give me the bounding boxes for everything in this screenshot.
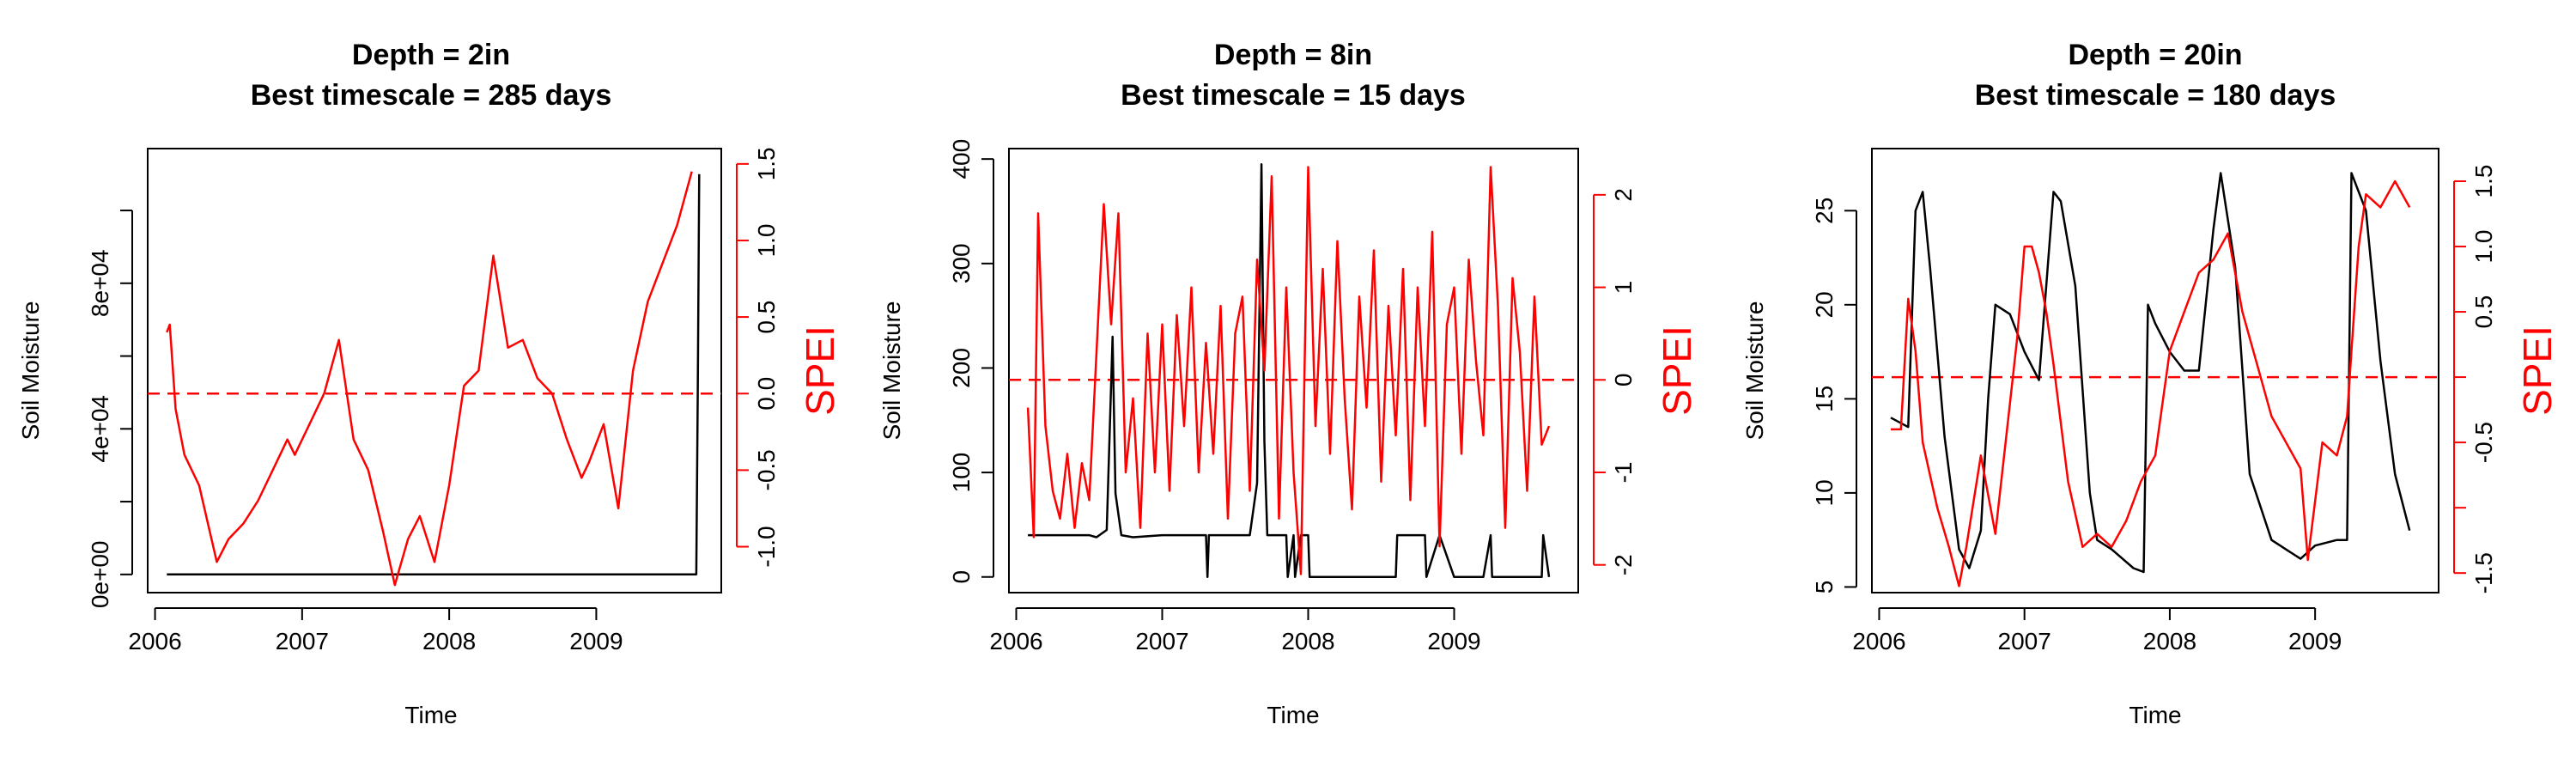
y-tick-label: 5 bbox=[1811, 581, 1838, 594]
spei-series-line bbox=[1026, 166, 1551, 575]
y2-tick-label: -1 bbox=[1610, 462, 1637, 484]
x-tick-label: 2008 bbox=[422, 628, 476, 654]
chart-panel-1: Depth = 2in Best timescale = 285 days 2006… bbox=[17, 39, 842, 728]
y2-tick-label: -0.5 bbox=[2470, 422, 2497, 463]
y-tick-label: 200 bbox=[948, 348, 975, 388]
y-tick-label: 8e+04 bbox=[87, 249, 113, 317]
soil-moisture-series-line bbox=[1890, 172, 2411, 574]
x-axis-label: Time bbox=[404, 702, 457, 728]
soil-moisture-series-line bbox=[167, 173, 701, 576]
chart-panel-2: Depth = 8in Best timescale = 15 days 2006 2… bbox=[878, 39, 1699, 728]
y2-tick-label: 1.0 bbox=[2470, 230, 2497, 264]
y-tick-label: 10 bbox=[1811, 479, 1838, 506]
y-tick-label: 20 bbox=[1811, 291, 1838, 318]
x-tick-label: 2007 bbox=[276, 628, 329, 654]
y-axis-label: Soil Moisture bbox=[1741, 301, 1768, 441]
y2-axis-label: SPEI bbox=[2515, 326, 2560, 416]
y2-axis-label: SPEI bbox=[798, 326, 842, 416]
y-tick-label: 0e+00 bbox=[87, 540, 113, 608]
y2-tick-label: 0.0 bbox=[753, 377, 780, 411]
chart-subtitle: Best timescale = 180 days bbox=[1975, 79, 2336, 112]
plot-frame bbox=[1871, 148, 2439, 593]
x-tick-label: 2008 bbox=[1281, 628, 1334, 654]
y-tick-label: 0 bbox=[948, 570, 975, 584]
plot-frame bbox=[147, 148, 722, 593]
chart-subtitle: Best timescale = 15 days bbox=[1121, 79, 1466, 112]
y2-tick-label: -2 bbox=[1610, 554, 1637, 575]
soil-moisture-series-line bbox=[1028, 162, 1551, 579]
y-axis-label: Soil Moisture bbox=[878, 301, 905, 441]
y2-tick-label: 1.5 bbox=[2470, 165, 2497, 198]
x-tick-label: 2006 bbox=[989, 628, 1042, 654]
y2-tick-label: -1.5 bbox=[2470, 552, 2497, 593]
y-tick-label: 100 bbox=[948, 453, 975, 493]
x-tick-label: 2009 bbox=[569, 628, 623, 654]
x-tick-label: 2007 bbox=[1135, 628, 1188, 654]
y-tick-label: 4e+04 bbox=[87, 395, 113, 463]
x-tick-label: 2006 bbox=[1852, 628, 1905, 654]
y2-tick-label: 1.0 bbox=[753, 223, 780, 257]
x-axis-label: Time bbox=[1267, 702, 1319, 728]
chart-title: Depth = 8in bbox=[1214, 39, 1372, 71]
x-tick-label: 2006 bbox=[128, 628, 181, 654]
y2-tick-label: -0.5 bbox=[753, 449, 780, 490]
spei-series-line bbox=[166, 171, 693, 587]
x-axis-label: Time bbox=[2129, 702, 2181, 728]
y-tick-label: 300 bbox=[948, 243, 975, 283]
y-tick-label: 15 bbox=[1811, 386, 1838, 412]
chart-title: Depth = 20in bbox=[2068, 39, 2242, 71]
chart-title: Depth = 2in bbox=[352, 39, 510, 71]
y-tick-label: 400 bbox=[948, 139, 975, 180]
y-axis-label: Soil Moisture bbox=[17, 301, 44, 441]
y-tick-label: 25 bbox=[1811, 198, 1838, 224]
y2-tick-label: -1.0 bbox=[753, 526, 780, 567]
y2-tick-label: 1 bbox=[1610, 281, 1637, 295]
spei-series-line bbox=[1891, 180, 2411, 587]
x-tick-label: 2007 bbox=[1998, 628, 2051, 654]
y2-tick-label: 0.5 bbox=[2470, 295, 2497, 329]
plot-frame bbox=[1008, 148, 1579, 593]
y2-tick-label: 0 bbox=[1610, 373, 1637, 386]
y2-tick-label: 2 bbox=[1610, 188, 1637, 202]
chart-subtitle: Best timescale = 285 days bbox=[251, 79, 612, 112]
y2-axis-label: SPEI bbox=[1655, 326, 1699, 416]
x-tick-label: 2009 bbox=[2288, 628, 2342, 654]
x-tick-label: 2008 bbox=[2143, 628, 2196, 654]
y2-tick-label: 0.5 bbox=[753, 301, 780, 334]
x-tick-label: 2009 bbox=[1427, 628, 1480, 654]
y2-tick-label: 1.5 bbox=[753, 147, 780, 180]
